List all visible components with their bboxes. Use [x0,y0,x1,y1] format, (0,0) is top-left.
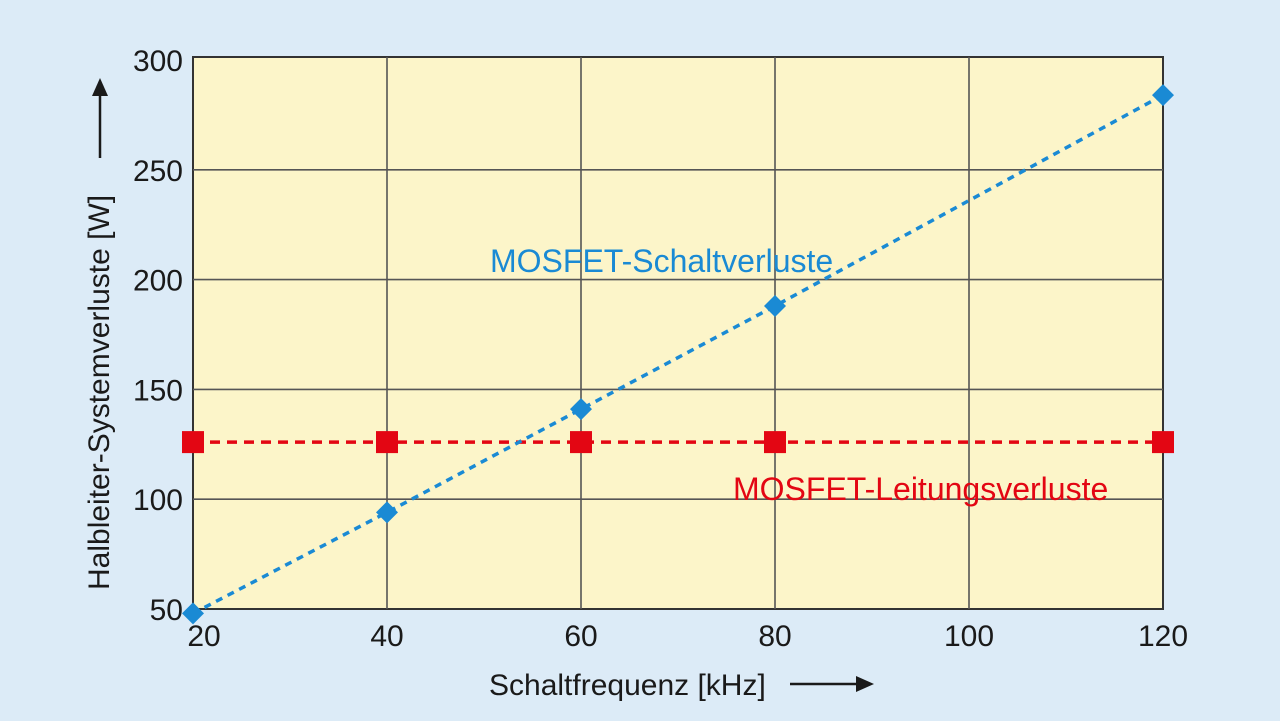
x-tick-label: 100 [944,620,994,653]
tick-layer: 20 40 60 80 100 120 50 100 150 200 250 300 [133,45,1188,653]
x-tick-label: 120 [1138,620,1188,653]
x-tick-label: 20 [187,620,220,653]
series-line [192,93,1164,615]
y-tick-label: 200 [133,265,183,298]
y-axis-title: Halbleiter-Systemverluste [W] [83,195,116,590]
plot-area [192,56,1164,610]
label-layer: MOSFET-Schaltverluste MOSFET-Leitungsver… [490,243,1108,507]
x-axis-arrow [790,676,874,692]
y-tick-label: 50 [150,594,183,627]
data-point-diamond [376,501,398,524]
y-tick-label: 100 [133,484,183,517]
data-point-square [376,431,398,454]
data-point-diamond [764,294,786,317]
y-tick-label: 150 [133,374,183,407]
data-point-square [182,431,204,454]
data-point-square [570,431,592,454]
grid-layer [193,57,1163,609]
x-tick-label: 40 [370,620,403,653]
series-layer [182,84,1174,625]
y-tick-label: 250 [133,155,183,188]
data-point-diamond [570,398,592,421]
series-label-leitungsverluste: MOSFET-Leitungsverluste [733,471,1108,507]
data-point-diamond [1152,84,1174,107]
series-label-schaltverluste: MOSFET-Schaltverluste [490,243,833,279]
data-point-square [1152,431,1174,454]
axis-title-layer: Schaltfrequenz [kHz] Halbleiter-Systemve… [83,78,874,702]
data-point-square [764,431,786,454]
x-axis-title: Schaltfrequenz [kHz] [489,669,766,702]
data-point-diamond [182,602,204,625]
y-tick-label: 300 [133,45,183,78]
y-axis-arrow [92,78,108,158]
x-tick-label: 60 [564,620,597,653]
x-tick-label: 80 [758,620,791,653]
